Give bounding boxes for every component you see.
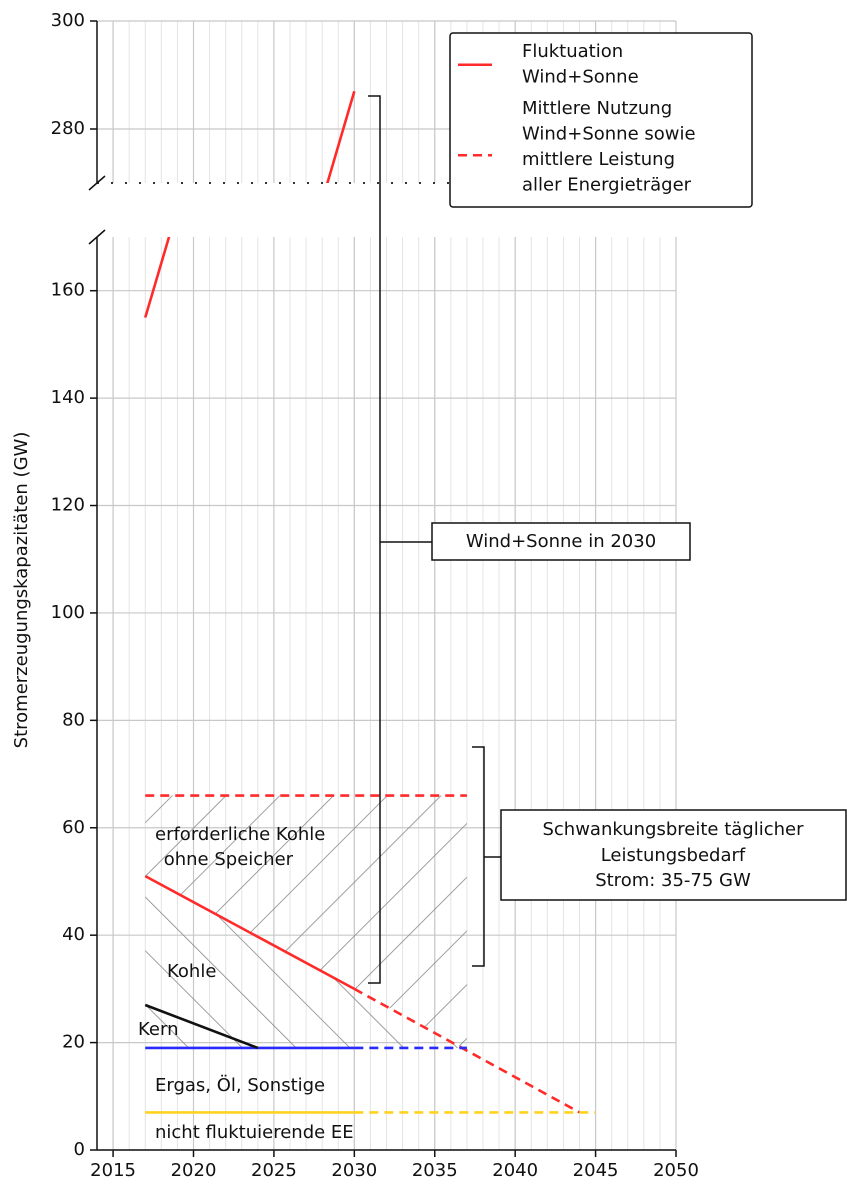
series-line — [144, 1003, 259, 1050]
annotation: nicht fluktuierende EE — [155, 1122, 354, 1143]
series-line — [353, 987, 581, 1114]
x-tick-label: 2030 — [331, 1160, 377, 1181]
break-mark — [88, 229, 106, 245]
legend-label: Mittlere Nutzung Wind+Sonne sowie mittlere… — [522, 98, 696, 196]
annotation-box — [500, 809, 847, 901]
annotation: Schwankungsbreite täglicher — [542, 819, 804, 840]
annotation: Leistungsbedarf — [601, 845, 746, 866]
series-line — [326, 90, 356, 183]
break-mark — [88, 175, 106, 191]
x-tick-label: 2015 — [90, 1160, 136, 1181]
x-tick-label: 2020 — [171, 1160, 217, 1181]
y-tick-label: 60 — [62, 817, 85, 838]
annotation: Kern — [138, 1019, 178, 1040]
bracket — [368, 95, 381, 984]
x-tick-label: 2040 — [492, 1160, 538, 1181]
x-tick-label: 2025 — [251, 1160, 297, 1181]
legend-box — [449, 32, 753, 208]
series-line — [144, 874, 355, 991]
y-tick-label: 140 — [51, 387, 85, 408]
legend-label: Fluktuation Wind+Sonne — [522, 41, 639, 88]
annotations: 2015 2020 2025 2030 2035 2040 2045 205028030002… — [51, 10, 804, 1181]
y-tick-label: 20 — [62, 1032, 85, 1053]
annotation: erforderliche Kohle — [155, 824, 325, 845]
series-layer — [144, 90, 596, 1114]
bracket — [472, 746, 485, 967]
annotation: Kohle — [167, 961, 216, 982]
x-tick-label: 2050 — [653, 1160, 699, 1181]
annotation: ohne Speicher — [158, 849, 294, 870]
x-tick-label: 2045 — [573, 1160, 619, 1181]
y-tick-label: 300 — [51, 10, 85, 31]
annotation-box — [431, 522, 691, 561]
y-tick-label: 40 — [62, 924, 85, 945]
y-tick-label: 160 — [51, 280, 85, 301]
y-tick-label: 280 — [51, 118, 85, 139]
y-tick-label: 100 — [51, 602, 85, 623]
annotation: Ergas, Öl, Sonstige — [155, 1074, 325, 1096]
y-tick-label: 80 — [62, 709, 85, 730]
x-tick-label: 2035 — [412, 1160, 458, 1181]
y-axis-label: Stromerzeugungskapazitäten (GW) — [11, 432, 32, 749]
series-line — [144, 237, 171, 318]
annotation: Wind+Sonne in 2030 — [466, 531, 656, 552]
annotation: Strom: 35-75 GW — [595, 870, 751, 891]
hatch — [145, 795, 467, 1051]
y-tick-label: 0 — [74, 1139, 85, 1160]
y-tick-label: 120 — [51, 495, 85, 516]
